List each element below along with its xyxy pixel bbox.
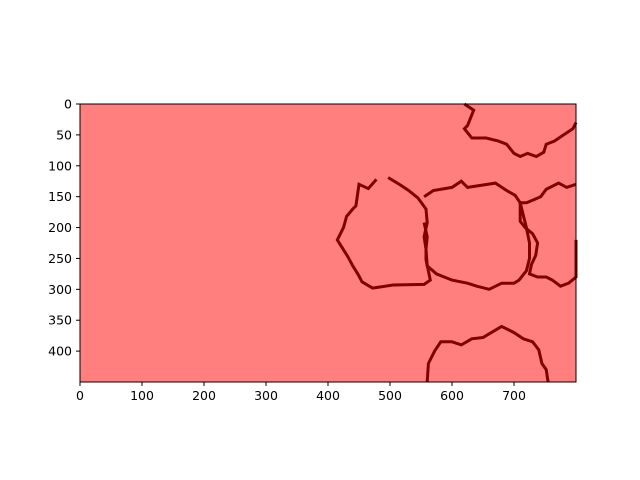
x-tick-label: 100 [130,388,154,403]
y-tick-label: 200 [48,220,72,235]
x-tick-label: 400 [316,388,340,403]
y-tick-label: 300 [48,282,72,297]
x-tick-label: 500 [378,388,402,403]
y-axis: 0 50 100 150 200 250 300 350 400 [48,97,80,359]
x-tick-label: 200 [192,388,216,403]
region-boundaries [335,102,578,383]
y-tick-label: 250 [48,251,72,266]
y-tick-label: 50 [56,127,72,142]
boundary-right-edge-cell [518,181,578,288]
x-tick-label: 0 [76,388,84,403]
x-tick-label: 700 [502,388,526,403]
y-tick-label: 0 [64,97,72,112]
y-tick-label: 100 [48,158,72,173]
boundary-middle-left-cell [335,176,432,290]
boundary-middle-right-cell [422,179,531,291]
y-tick-label: 150 [48,189,72,204]
x-tick-label: 600 [440,388,464,403]
x-tick-label: 300 [254,388,278,403]
boundary-bottom-cell [425,324,550,383]
plot-area [79,102,578,383]
heatmap-image [80,104,576,382]
x-axis: 0 100 200 300 400 500 600 700 [76,382,526,403]
y-tick-label: 400 [48,344,72,359]
boundary-top-right-cell [462,102,578,159]
y-tick-label: 350 [48,313,72,328]
